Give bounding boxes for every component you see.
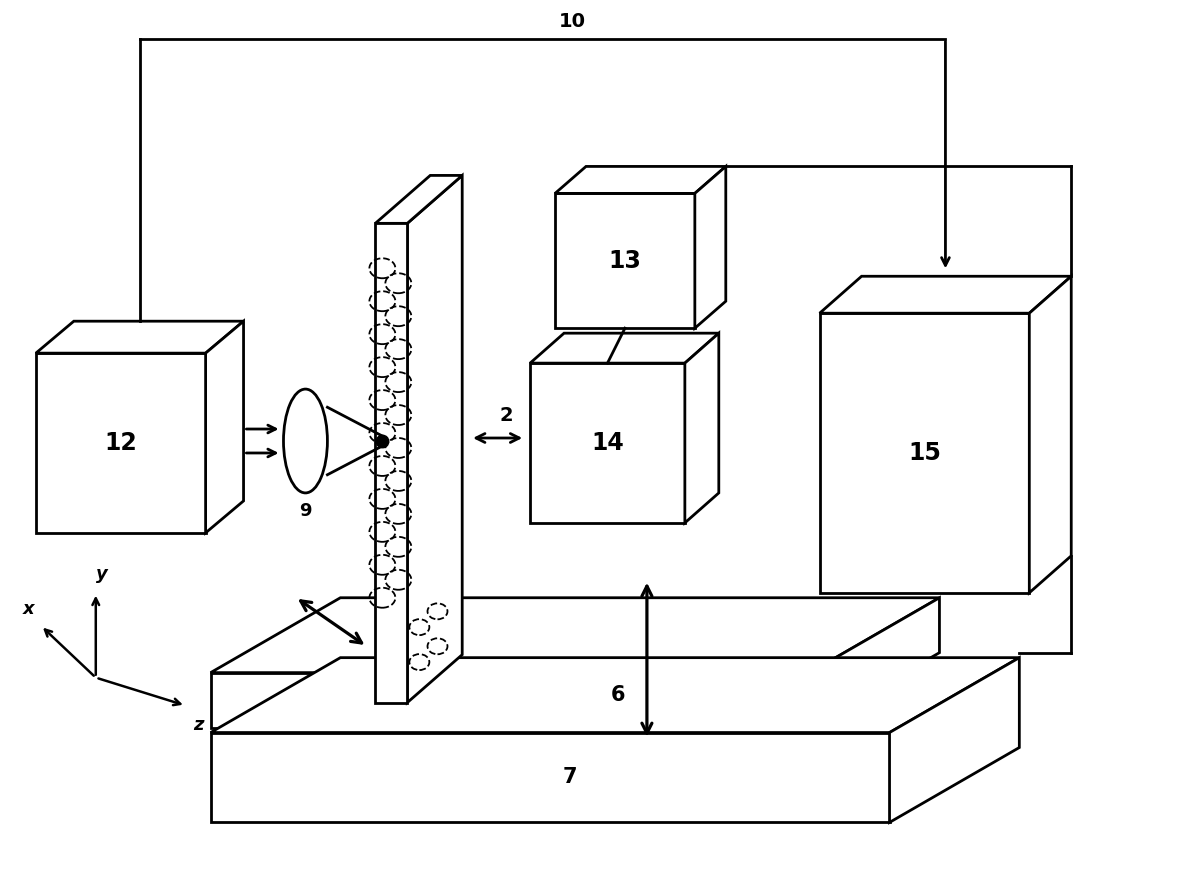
Polygon shape (555, 166, 726, 193)
Polygon shape (1029, 276, 1072, 592)
Polygon shape (555, 193, 694, 328)
Polygon shape (820, 276, 1072, 313)
Text: x: x (22, 600, 34, 618)
Text: 1: 1 (390, 427, 402, 445)
Polygon shape (206, 321, 244, 532)
Text: 13: 13 (608, 249, 641, 273)
Polygon shape (375, 176, 463, 223)
Polygon shape (35, 321, 244, 353)
Polygon shape (375, 223, 407, 703)
Text: 14: 14 (592, 431, 623, 455)
Text: 15: 15 (909, 441, 940, 465)
Polygon shape (530, 363, 685, 523)
Text: 7: 7 (563, 767, 577, 788)
Polygon shape (407, 176, 463, 703)
Text: 12: 12 (104, 431, 137, 455)
Polygon shape (211, 658, 1020, 733)
Polygon shape (694, 166, 726, 328)
Polygon shape (890, 658, 1020, 822)
Polygon shape (211, 733, 890, 822)
Polygon shape (820, 313, 1029, 592)
Polygon shape (211, 673, 809, 728)
Text: 6: 6 (610, 685, 625, 706)
Text: 2: 2 (499, 406, 513, 425)
Ellipse shape (284, 389, 328, 493)
Polygon shape (685, 333, 719, 523)
Polygon shape (530, 333, 719, 363)
Polygon shape (211, 598, 939, 673)
Text: 10: 10 (560, 11, 586, 31)
Polygon shape (35, 353, 206, 532)
Text: y: y (96, 565, 108, 583)
Text: z: z (194, 715, 205, 734)
Text: 9: 9 (299, 502, 311, 520)
Polygon shape (809, 598, 939, 728)
